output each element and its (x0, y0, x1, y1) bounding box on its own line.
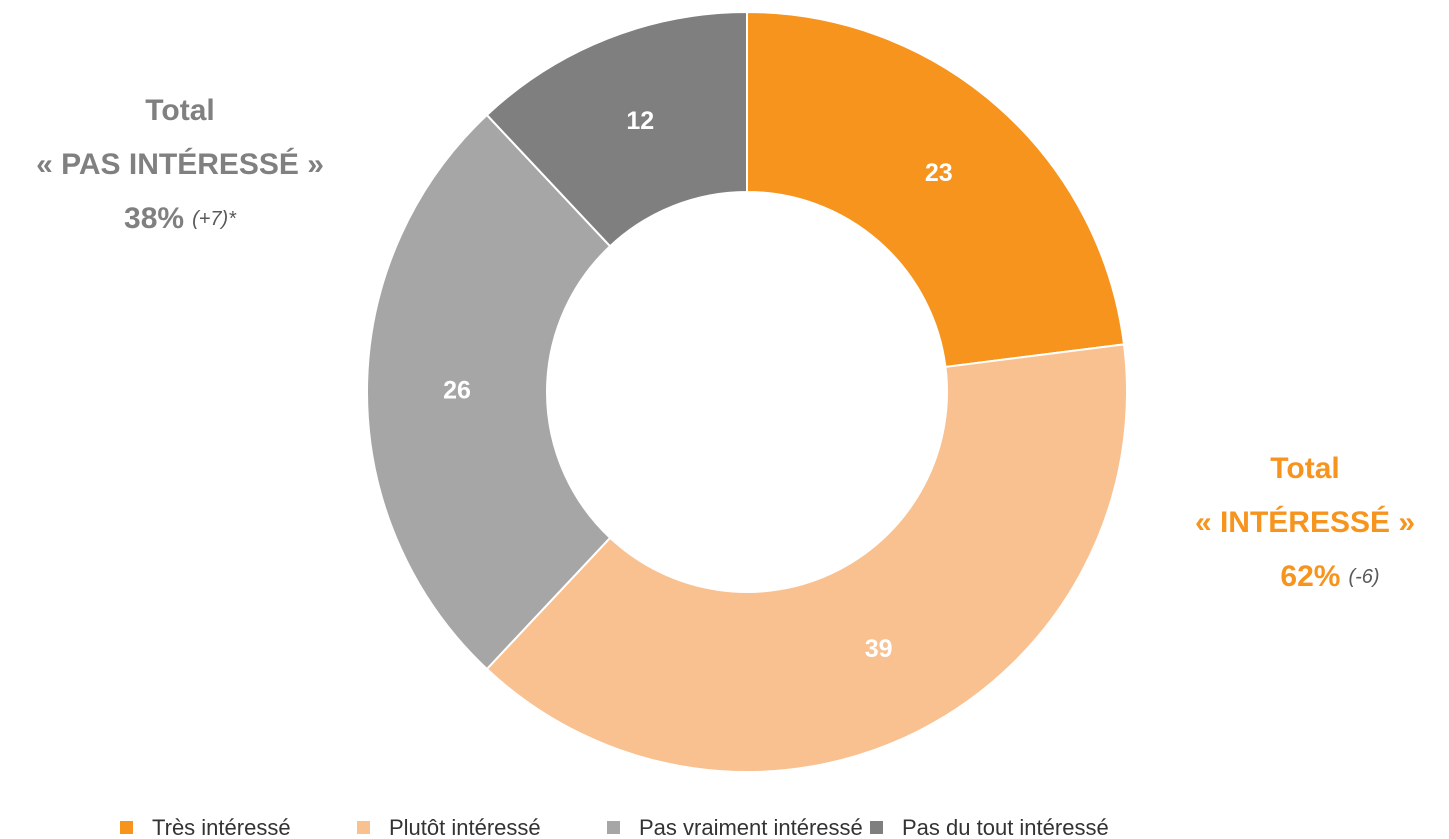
legend-swatch (357, 821, 370, 834)
legend-swatch (607, 821, 620, 834)
annotation-line: Total (1270, 452, 1339, 485)
annotation-line: Total (145, 94, 214, 127)
segment-label: 23 (925, 159, 953, 187)
annotation-line: « PAS INTÉRESSÉ » (36, 147, 324, 181)
legend-text: Très intéressé (152, 815, 291, 839)
legend-swatch (120, 821, 133, 834)
annotation-line: « INTÉRESSÉ » (1195, 505, 1415, 539)
segment-label: 12 (626, 107, 654, 135)
donut-segment (485, 10, 748, 248)
segment-label: 39 (865, 635, 893, 663)
annotation-change: (-6) (1348, 566, 1379, 588)
donut-segment (746, 10, 1126, 369)
annotation-value: 62% (1280, 560, 1340, 593)
donut-segment (366, 113, 612, 671)
annotation-change: (+7)* (192, 208, 237, 230)
legend-text: Pas vraiment intéressé (639, 815, 863, 839)
segment-label: 26 (443, 377, 471, 405)
legend-text: Pas du tout intéressé (902, 815, 1109, 839)
legend-text: Plutôt intéressé (389, 815, 541, 839)
annotation-total: 38% (+7)* (124, 202, 237, 235)
donut-segment (485, 343, 1128, 773)
annotation-total: 62% (-6) (1280, 560, 1379, 593)
legend-swatch (870, 821, 883, 834)
annotation-value: 38% (124, 202, 184, 235)
